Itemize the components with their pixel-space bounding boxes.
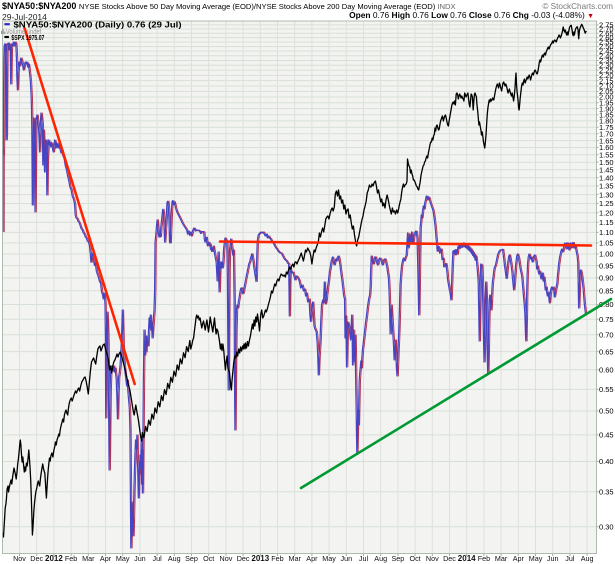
svg-text:0.60: 0.60 <box>599 365 614 374</box>
svg-text:2.05: 2.05 <box>599 87 614 96</box>
svg-text:1.00: 1.00 <box>599 250 614 259</box>
svg-text:Apr: Apr <box>306 554 318 563</box>
svg-text:0.30: 0.30 <box>599 522 614 531</box>
svg-text:Mar: Mar <box>289 554 302 563</box>
svg-text:Nov: Nov <box>220 554 233 563</box>
svg-text:Mar: Mar <box>82 554 95 563</box>
svg-text:2.10: 2.10 <box>599 82 614 91</box>
svg-text:Nov: Nov <box>426 554 439 563</box>
svg-text:0.55: 0.55 <box>599 385 614 394</box>
svg-text:Jul: Jul <box>152 554 162 563</box>
svg-text:0.35: 0.35 <box>599 488 614 497</box>
svg-text:Jul: Jul <box>565 554 575 563</box>
svg-text:Feb: Feb <box>65 554 77 563</box>
svg-text:1.45: 1.45 <box>599 166 614 175</box>
svg-text:Jun: Jun <box>547 554 559 563</box>
svg-text:1.65: 1.65 <box>599 136 614 145</box>
svg-text:1.60: 1.60 <box>599 143 614 152</box>
svg-text:2012: 2012 <box>45 554 63 563</box>
svg-text:2.20: 2.20 <box>599 71 614 80</box>
svg-text:Apr: Apr <box>100 554 112 563</box>
svg-text:1.85: 1.85 <box>599 110 614 119</box>
svg-text:0.90: 0.90 <box>599 274 614 283</box>
svg-text:Jun: Jun <box>134 554 146 563</box>
svg-text:Dec: Dec <box>443 554 456 563</box>
svg-text:Nov: Nov <box>13 554 26 563</box>
svg-text:2.70: 2.70 <box>599 25 614 34</box>
svg-text:May: May <box>116 554 130 563</box>
svg-text:Dec: Dec <box>30 554 43 563</box>
svg-text:2.50: 2.50 <box>599 42 614 51</box>
svg-text:Feb: Feb <box>478 554 490 563</box>
svg-text:2.60: 2.60 <box>599 33 614 42</box>
svg-text:1.75: 1.75 <box>599 123 614 132</box>
svg-text:2.40: 2.40 <box>599 51 614 60</box>
svg-text:$SPX 1975.07: $SPX 1975.07 <box>11 33 44 42</box>
svg-text:1.70: 1.70 <box>599 130 614 139</box>
svg-text:0.75: 0.75 <box>599 315 614 324</box>
svg-text:Dec: Dec <box>237 554 250 563</box>
svg-text:1.55: 1.55 <box>599 150 614 159</box>
svg-text:1.95: 1.95 <box>599 98 614 107</box>
svg-text:1.50: 1.50 <box>599 158 614 167</box>
svg-text:Aug: Aug <box>374 554 387 563</box>
svg-text:Sep: Sep <box>392 554 405 563</box>
svg-text:Apr: Apr <box>513 554 525 563</box>
svg-text:2.30: 2.30 <box>599 61 614 70</box>
svg-text:2.00: 2.00 <box>599 93 614 102</box>
svg-text:1.10: 1.10 <box>599 228 614 237</box>
svg-text:2.25: 2.25 <box>599 66 614 75</box>
svg-text:May: May <box>322 554 336 563</box>
svg-text:1.05: 1.05 <box>599 239 614 248</box>
svg-text:0.45: 0.45 <box>599 431 614 440</box>
svg-text:2.55: 2.55 <box>599 38 614 47</box>
svg-text:Volume undef: Volume undef <box>6 27 42 36</box>
svg-text:Oct: Oct <box>203 554 214 563</box>
svg-text:0.85: 0.85 <box>599 287 614 296</box>
svg-text:2.45: 2.45 <box>599 47 614 56</box>
svg-text:Mar: Mar <box>495 554 508 563</box>
svg-text:1.25: 1.25 <box>599 199 614 208</box>
svg-text:2.35: 2.35 <box>599 56 614 65</box>
svg-text:Aug: Aug <box>581 554 594 563</box>
svg-text:2.75: 2.75 <box>599 21 614 30</box>
svg-text:0.50: 0.50 <box>599 407 614 416</box>
svg-text:0.80: 0.80 <box>599 300 614 309</box>
svg-text:1.90: 1.90 <box>599 104 614 113</box>
svg-text:Feb: Feb <box>271 554 283 563</box>
svg-text:May: May <box>529 554 543 563</box>
svg-text:1.30: 1.30 <box>599 190 614 199</box>
svg-text:2014: 2014 <box>458 554 476 563</box>
svg-text:Aug: Aug <box>168 554 181 563</box>
svg-text:1.15: 1.15 <box>599 218 614 227</box>
svg-text:1.35: 1.35 <box>599 182 614 191</box>
svg-text:Jun: Jun <box>341 554 353 563</box>
svg-text:0.95: 0.95 <box>599 261 614 270</box>
svg-text:2.65: 2.65 <box>599 29 614 38</box>
svg-text:0.70: 0.70 <box>599 331 614 340</box>
svg-text:Sep: Sep <box>185 554 198 563</box>
svg-text:0.40: 0.40 <box>599 457 614 466</box>
svg-text:1.80: 1.80 <box>599 117 614 126</box>
svg-text:1.40: 1.40 <box>599 174 614 183</box>
svg-text:2013: 2013 <box>251 554 269 563</box>
svg-text:2.15: 2.15 <box>599 76 614 85</box>
svg-text:0.65: 0.65 <box>599 347 614 356</box>
svg-text:Oct: Oct <box>410 554 421 563</box>
svg-text:Jul: Jul <box>359 554 369 563</box>
svg-text:$NYA50:$NYA200 (Daily) 0.76 (2: $NYA50:$NYA200 (Daily) 0.76 (29 Jul) <box>14 20 182 30</box>
svg-text:1.20: 1.20 <box>599 208 614 217</box>
